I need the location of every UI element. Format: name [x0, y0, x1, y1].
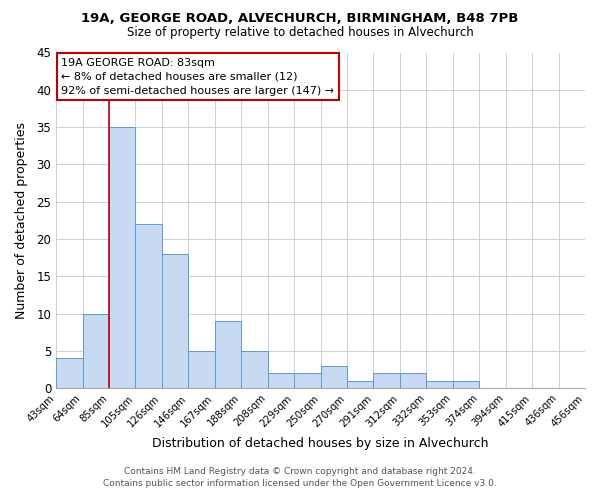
Bar [320, 366, 347, 388]
Bar [400, 374, 427, 388]
Bar [241, 351, 268, 388]
X-axis label: Distribution of detached houses by size in Alvechurch: Distribution of detached houses by size … [152, 437, 489, 450]
Text: Size of property relative to detached houses in Alvechurch: Size of property relative to detached ho… [127, 26, 473, 39]
Bar [347, 380, 373, 388]
Text: 19A, GEORGE ROAD, ALVECHURCH, BIRMINGHAM, B48 7PB: 19A, GEORGE ROAD, ALVECHURCH, BIRMINGHAM… [82, 12, 518, 26]
Bar [109, 127, 136, 388]
Bar [294, 374, 320, 388]
Text: Contains HM Land Registry data © Crown copyright and database right 2024.: Contains HM Land Registry data © Crown c… [124, 467, 476, 476]
Bar [427, 380, 453, 388]
Y-axis label: Number of detached properties: Number of detached properties [15, 122, 28, 319]
Bar [188, 351, 215, 388]
Text: Contains public sector information licensed under the Open Government Licence v3: Contains public sector information licen… [103, 478, 497, 488]
Bar [136, 224, 162, 388]
Bar [162, 254, 188, 388]
Bar [56, 358, 83, 388]
Bar [83, 314, 109, 388]
Bar [453, 380, 479, 388]
Bar [373, 374, 400, 388]
Text: 19A GEORGE ROAD: 83sqm
← 8% of detached houses are smaller (12)
92% of semi-deta: 19A GEORGE ROAD: 83sqm ← 8% of detached … [61, 58, 334, 96]
Bar [215, 321, 241, 388]
Bar [268, 374, 294, 388]
